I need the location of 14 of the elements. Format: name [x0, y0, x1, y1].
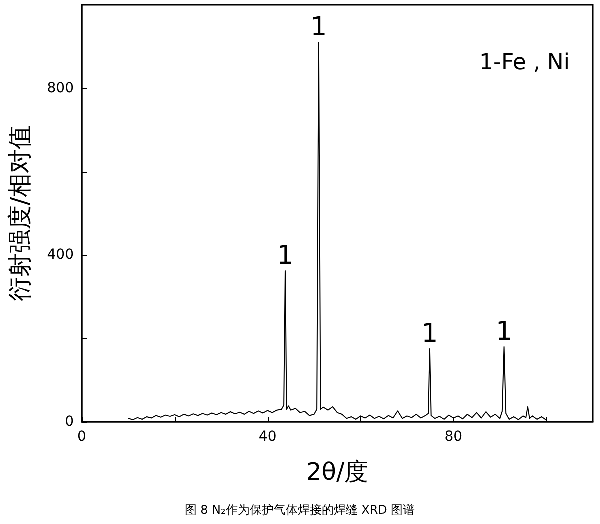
annotation: 1 [277, 241, 294, 272]
y-axis-title: 衍射强度/相对值 [6, 125, 34, 302]
annotation: 1 [422, 319, 438, 350]
y-tick-label: 0 [65, 414, 74, 430]
annotation: 1 [496, 316, 513, 347]
caption: 图 8 N₂作为保护气体焊接的焊缝 XRD 图谱 [184, 503, 416, 517]
annotation: 1-Fe , Ni [480, 50, 570, 76]
y-tick-label: 400 [47, 247, 74, 264]
x-tick-label: 0 [78, 429, 86, 445]
x-tick-label: 80 [444, 429, 463, 445]
x-tick-label: 40 [258, 429, 277, 445]
y-tick-label: 800 [47, 80, 74, 96]
annotation: 1 [310, 12, 328, 43]
x-axis-title: 2θ/度 [306, 458, 369, 486]
